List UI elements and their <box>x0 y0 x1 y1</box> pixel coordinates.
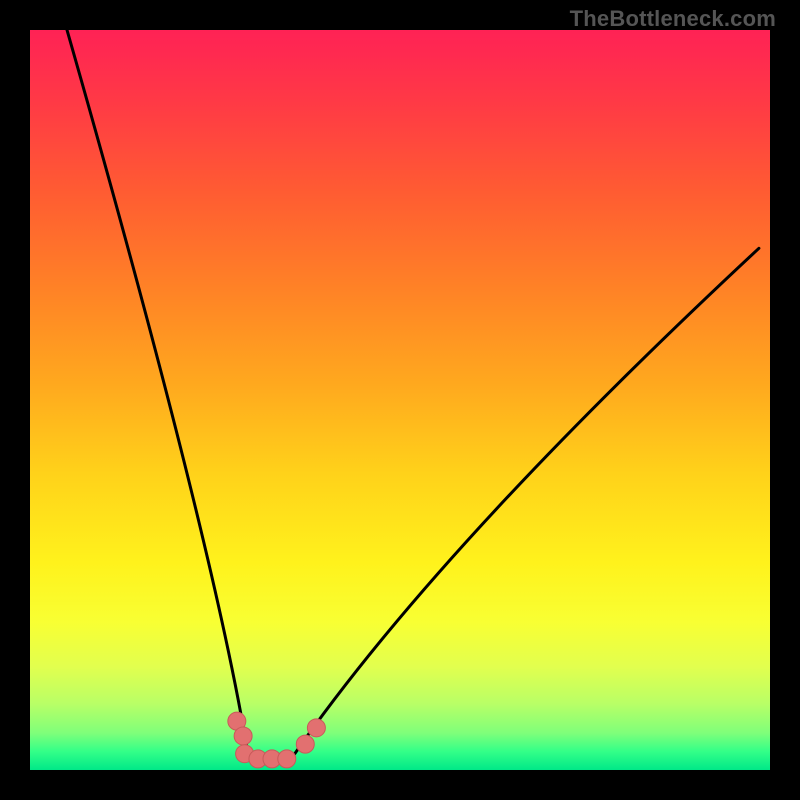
curve-marker <box>234 727 252 745</box>
curve-marker <box>296 735 314 753</box>
curve-marker <box>278 750 296 768</box>
bottleneck-chart <box>0 0 800 800</box>
curve-marker <box>307 719 325 737</box>
plot-background <box>30 30 770 770</box>
chart-frame: TheBottleneck.com <box>0 0 800 800</box>
